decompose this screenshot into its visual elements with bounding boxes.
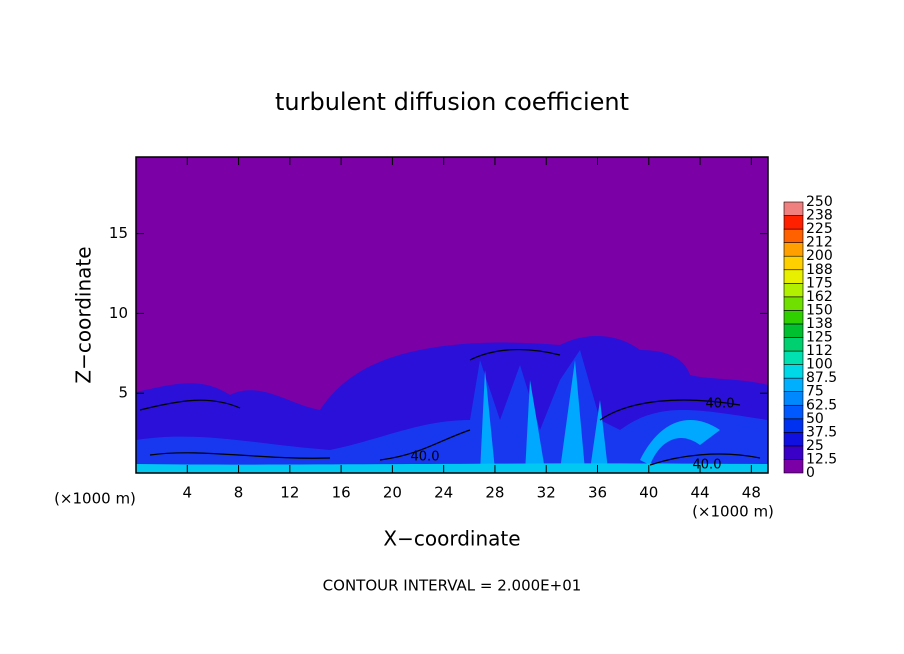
colorbar-swatch — [783, 310, 804, 325]
x-tick-label: 4 — [183, 484, 193, 502]
field-region — [136, 350, 768, 473]
colorbar-swatch — [783, 255, 804, 271]
y-axis-label: Z−coordinate — [72, 246, 96, 383]
colorbar-label: 125 — [806, 330, 833, 346]
colorbar-swatch — [783, 269, 804, 284]
colorbar-label: 87.5 — [806, 370, 837, 386]
colorbar-label: 150 — [806, 302, 833, 318]
x-tick-label: 8 — [234, 484, 244, 502]
colorbar-label: 162 — [806, 289, 833, 305]
y-tick-label: 5 — [118, 384, 128, 402]
field-streak — [480, 360, 720, 473]
y-tick-label: 15 — [109, 224, 128, 242]
colorbar-swatch — [783, 337, 804, 352]
x-tick-label: 16 — [332, 484, 351, 502]
x-tick-label: 36 — [588, 484, 607, 502]
x-tick-label: 32 — [537, 484, 556, 502]
colorbar-label: 100 — [806, 357, 833, 373]
colorbar-swatch — [783, 418, 804, 433]
colorbar-label: 175 — [806, 275, 833, 291]
colorbar-label: 188 — [806, 262, 833, 278]
colorbar-label: 25 — [806, 438, 824, 454]
colorbar-label: 238 — [806, 208, 833, 224]
colorbar-label: 62.5 — [806, 397, 837, 413]
contour-label: 40.0 — [411, 450, 440, 465]
field — [135, 156, 769, 474]
colorbar-label: 138 — [806, 316, 833, 332]
colorbar-label: 112 — [806, 343, 833, 359]
contour-label: 40.0 — [693, 458, 722, 473]
x-axis-label: X−coordinate — [383, 527, 520, 551]
colorbar-label: 200 — [806, 248, 833, 264]
colorbar-swatch — [783, 228, 804, 243]
colorbar-swatch — [783, 445, 804, 460]
contour-line — [139, 348, 761, 466]
colorbar-swatch — [783, 459, 804, 474]
x-tick-label: 20 — [383, 484, 402, 502]
colorbar-swatch — [783, 350, 804, 365]
x-tick-label: 48 — [742, 484, 761, 502]
colorbar-swatch — [783, 432, 804, 447]
colorbar-swatch — [783, 282, 804, 298]
colorbar-label: 37.5 — [806, 424, 837, 440]
field-strip — [136, 463, 768, 473]
colorbar-swatch — [783, 296, 804, 311]
footnote: CONTOUR INTERVAL = 2.000E+01 — [323, 577, 582, 595]
colorbar-swatch — [783, 377, 804, 392]
colorbar-label: 0 — [806, 465, 815, 481]
colorbar-label: 75 — [806, 384, 824, 400]
colorbar-label: 12.5 — [806, 451, 837, 467]
plot-frame — [135, 156, 769, 474]
contour-label: 40.0 — [706, 397, 735, 412]
colorbar-swatch — [783, 215, 804, 230]
x-tick-label: 40 — [639, 484, 658, 502]
colorbar-swatch — [783, 201, 804, 216]
x-unit-label: (×1000 m) — [54, 490, 136, 508]
x-tick-label: 12 — [280, 484, 299, 502]
chart-title: turbulent diffusion coefficient — [275, 88, 629, 116]
x-tick-label: 28 — [485, 484, 504, 502]
x-unit-label: (×1000 m) — [692, 503, 774, 521]
colorbar-label: 50 — [806, 411, 824, 427]
colorbar-label: 225 — [806, 221, 833, 237]
x-tick-label: 44 — [691, 484, 710, 502]
x-tick-label: 24 — [434, 484, 453, 502]
colorbar-label: 250 — [806, 194, 833, 210]
colorbar-label: 212 — [806, 235, 833, 251]
colorbar-swatch — [783, 364, 804, 379]
colorbar-swatch — [783, 323, 804, 338]
colorbar-swatch — [783, 242, 804, 257]
colorbar-swatch — [783, 391, 804, 406]
y-tick-label: 10 — [109, 304, 128, 322]
colorbar-swatch — [783, 404, 804, 420]
